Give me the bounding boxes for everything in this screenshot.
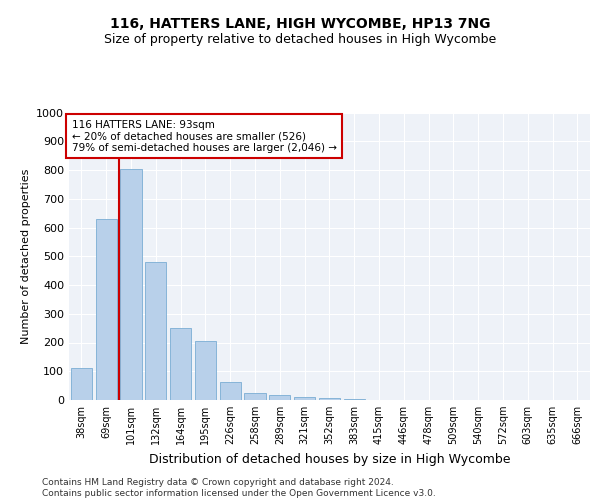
Bar — [195, 341, 216, 400]
Text: 116, HATTERS LANE, HIGH WYCOMBE, HP13 7NG: 116, HATTERS LANE, HIGH WYCOMBE, HP13 7N… — [110, 18, 490, 32]
Bar — [294, 397, 315, 400]
Y-axis label: Number of detached properties: Number of detached properties — [20, 168, 31, 344]
Text: Size of property relative to detached houses in High Wycombe: Size of property relative to detached ho… — [104, 32, 496, 46]
Bar — [71, 368, 92, 400]
Bar — [121, 168, 142, 400]
Bar — [95, 219, 117, 400]
Bar — [269, 395, 290, 400]
Text: 116 HATTERS LANE: 93sqm
← 20% of detached houses are smaller (526)
79% of semi-d: 116 HATTERS LANE: 93sqm ← 20% of detache… — [71, 120, 337, 153]
Bar — [244, 393, 266, 400]
Bar — [145, 262, 166, 400]
Text: Contains HM Land Registry data © Crown copyright and database right 2024.
Contai: Contains HM Land Registry data © Crown c… — [42, 478, 436, 498]
X-axis label: Distribution of detached houses by size in High Wycombe: Distribution of detached houses by size … — [149, 452, 510, 466]
Bar — [319, 398, 340, 400]
Bar — [344, 398, 365, 400]
Bar — [220, 382, 241, 400]
Bar — [170, 328, 191, 400]
